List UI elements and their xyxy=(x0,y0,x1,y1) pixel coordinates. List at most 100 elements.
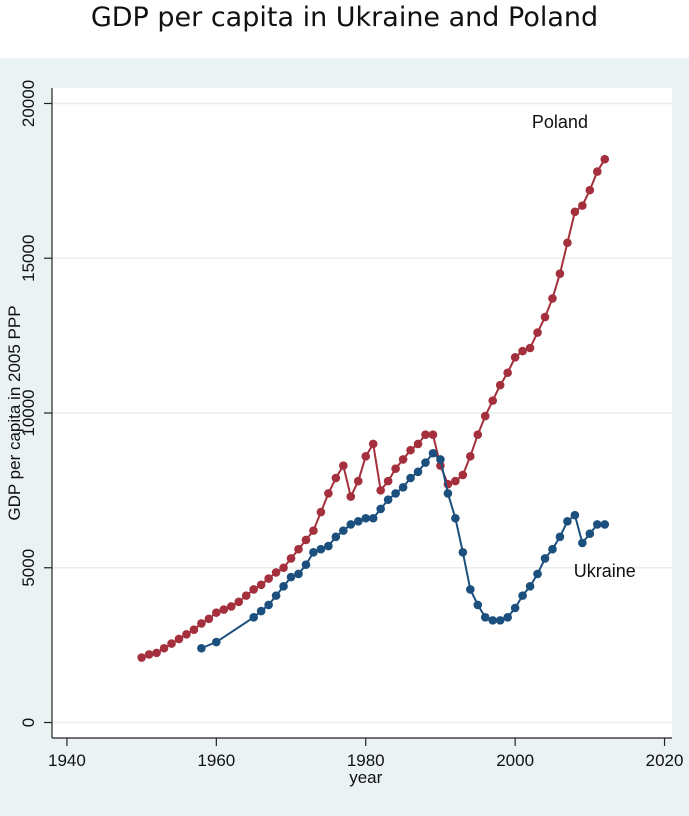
x-tick-label: 2000 xyxy=(496,751,534,770)
series-ukraine xyxy=(197,448,610,653)
data-point-ukraine xyxy=(570,510,580,520)
data-point-poland xyxy=(548,294,557,303)
data-point-ukraine xyxy=(540,554,550,563)
data-point-poland xyxy=(510,352,520,362)
data-point-poland xyxy=(189,625,199,634)
data-point-poland xyxy=(473,430,483,439)
data-point-poland xyxy=(309,526,318,535)
data-point-poland xyxy=(593,167,602,176)
data-point-ukraine xyxy=(473,600,483,610)
data-point-ukraine xyxy=(593,520,602,529)
data-point-ukraine xyxy=(428,448,438,458)
data-point-ukraine xyxy=(600,520,610,529)
data-point-ukraine xyxy=(301,560,311,569)
data-point-poland xyxy=(174,634,184,644)
data-point-poland xyxy=(376,486,385,495)
data-point-poland xyxy=(570,207,580,217)
data-point-poland xyxy=(421,430,430,439)
data-point-ukraine xyxy=(391,489,400,498)
data-point-poland xyxy=(286,554,296,563)
data-point-poland xyxy=(533,328,542,337)
x-tick-label: 1940 xyxy=(48,751,86,770)
data-point-poland xyxy=(383,476,393,486)
data-point-poland xyxy=(406,445,415,455)
data-point-ukraine xyxy=(264,600,273,610)
data-point-poland xyxy=(339,461,348,470)
data-point-ukraine xyxy=(555,532,565,542)
data-point-ukraine xyxy=(495,616,505,625)
data-point-poland xyxy=(219,605,229,614)
data-point-poland xyxy=(271,568,281,577)
data-point-ukraine xyxy=(518,591,527,600)
data-point-poland xyxy=(316,507,326,517)
data-point-ukraine xyxy=(346,520,356,529)
data-point-ukraine xyxy=(510,603,520,613)
data-point-poland xyxy=(503,368,512,378)
data-point-poland xyxy=(466,452,475,461)
data-point-ukraine xyxy=(548,544,557,554)
data-point-ukraine xyxy=(279,582,288,591)
data-point-poland xyxy=(563,238,572,248)
data-point-poland xyxy=(413,439,423,449)
data-point-poland xyxy=(167,639,176,648)
data-point-poland xyxy=(182,630,191,639)
chart-title: GDP per capita in Ukraine and Poland xyxy=(90,2,599,33)
series-layer xyxy=(137,154,610,662)
data-point-poland xyxy=(301,535,311,545)
data-point-poland xyxy=(488,396,498,405)
data-point-ukraine xyxy=(480,612,490,622)
data-point-poland xyxy=(480,411,490,421)
y-tick-label: 20000 xyxy=(19,80,38,127)
series-poland xyxy=(137,154,610,662)
data-point-ukraine xyxy=(466,585,475,594)
data-point-ukraine xyxy=(406,473,415,483)
data-point-poland xyxy=(525,343,535,353)
data-point-poland xyxy=(578,201,587,210)
y-axis-title: GDP per capita in 2005 PPP xyxy=(5,305,24,520)
data-point-poland xyxy=(234,597,244,607)
data-point-ukraine xyxy=(413,467,423,477)
data-point-ukraine xyxy=(294,569,303,579)
data-point-ukraine xyxy=(212,637,221,647)
data-point-poland xyxy=(391,464,400,474)
data-point-ukraine xyxy=(563,517,572,526)
data-point-poland xyxy=(451,476,460,486)
data-point-ukraine xyxy=(398,482,408,492)
data-point-poland xyxy=(197,619,206,628)
axes: 0 5000 10000 15000 20000 1940 1960 1980 2000 2020… xyxy=(5,80,683,787)
data-point-ukraine xyxy=(271,591,281,600)
data-point-ukraine xyxy=(197,643,206,653)
data-point-ukraine xyxy=(286,572,296,582)
data-point-poland xyxy=(353,476,363,486)
data-point-ukraine xyxy=(361,513,371,523)
y-tick-label: 15000 xyxy=(19,235,38,282)
labels-layer: Poland Ukraine xyxy=(532,112,636,581)
data-point-poland xyxy=(540,312,550,322)
data-point-poland xyxy=(324,489,333,498)
data-point-poland xyxy=(279,563,288,573)
data-point-ukraine xyxy=(421,458,430,467)
y-tick-label: 0 xyxy=(19,718,38,727)
data-point-ukraine xyxy=(376,504,385,514)
data-point-poland xyxy=(226,602,236,611)
gridlines xyxy=(52,102,672,724)
data-point-ukraine xyxy=(309,547,318,557)
chart-area: 0 5000 10000 15000 20000 1940 1960 1980 2000 2020… xyxy=(0,58,689,816)
data-point-poland xyxy=(398,455,408,464)
y-tick-label: 10000 xyxy=(19,389,38,436)
data-point-ukraine xyxy=(525,582,535,591)
data-point-poland xyxy=(495,380,505,390)
x-tick-label: 2020 xyxy=(646,751,684,770)
data-point-poland xyxy=(264,574,273,583)
data-point-ukraine xyxy=(249,612,258,622)
data-point-ukraine xyxy=(256,606,266,616)
data-point-ukraine xyxy=(443,489,453,498)
data-point-ukraine xyxy=(368,513,378,523)
series-label-poland: Poland xyxy=(532,112,588,132)
data-point-ukraine xyxy=(585,529,595,539)
data-point-poland xyxy=(144,650,154,659)
data-point-ukraine xyxy=(451,513,460,523)
data-point-ukraine xyxy=(324,541,333,551)
data-point-ukraine xyxy=(316,544,326,554)
data-point-poland xyxy=(331,473,341,483)
